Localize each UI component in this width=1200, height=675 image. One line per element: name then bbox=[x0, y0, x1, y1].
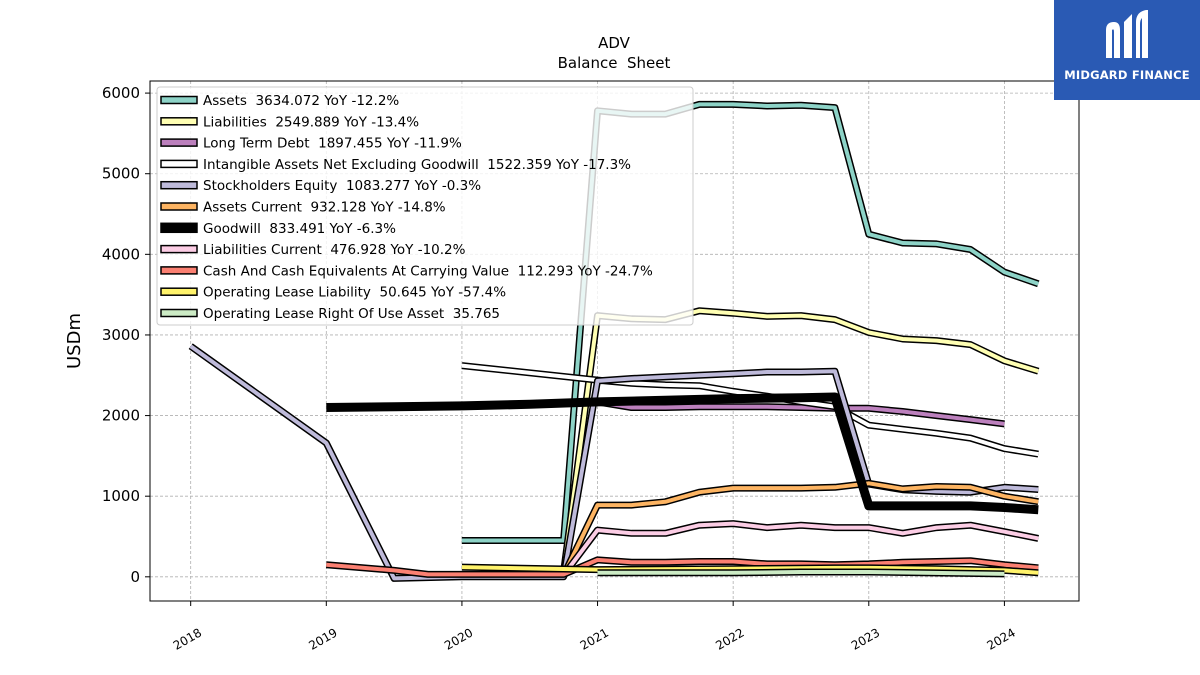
legend-swatch bbox=[160, 287, 198, 296]
y-axis-label: USDm bbox=[64, 313, 85, 369]
series-layer bbox=[188, 100, 1040, 582]
chart-title: ADV bbox=[598, 34, 631, 52]
legend: Assets 3634.072 YoY -12.2% Liabilities 25… bbox=[156, 86, 694, 326]
legend-entry: Operating Lease Liability 50.645 YoY -57… bbox=[203, 285, 506, 301]
legend-swatch bbox=[160, 244, 198, 254]
series-6 bbox=[326, 392, 1039, 515]
y-axis: 0 1000 2000 3000 4000 5000 6000 bbox=[102, 84, 150, 586]
legend-entry: Assets 3634.072 YoY -12.2% bbox=[203, 93, 399, 109]
x-axis: 2018 2019 2020 2021 2022 2023 2024 bbox=[171, 601, 1018, 653]
legend-swatch bbox=[160, 138, 198, 147]
legend-swatch bbox=[160, 95, 198, 105]
series-line bbox=[326, 557, 1039, 577]
legend-entry: Stockholders Equity 1083.277 YoY -0.3% bbox=[203, 178, 481, 194]
legend-entry: Long Term Debt 1897.455 YoY -11.9% bbox=[203, 136, 462, 152]
x-tick-label: 2018 bbox=[171, 625, 204, 652]
legend-entry: Liabilities Current 476.928 YoY -10.2% bbox=[203, 242, 466, 258]
series-5 bbox=[560, 479, 1039, 577]
legend-swatch bbox=[160, 159, 198, 169]
x-tick-label: 2019 bbox=[306, 625, 339, 652]
legend-entry: Cash And Cash Equivalents At Carrying Va… bbox=[203, 263, 653, 279]
series-line bbox=[562, 521, 1039, 577]
legend-swatch bbox=[160, 202, 198, 211]
legend-swatch bbox=[160, 222, 198, 234]
chart-subtitle: Balance Sheet bbox=[558, 54, 671, 72]
brand-name: MIDGARD FINANCE bbox=[1064, 68, 1190, 82]
series-7 bbox=[560, 520, 1039, 578]
x-tick-label: 2021 bbox=[578, 625, 611, 652]
series-line bbox=[561, 481, 1039, 577]
legend-entry: Liabilities 2549.889 YoY -13.4% bbox=[203, 114, 419, 130]
series-line bbox=[597, 570, 1005, 576]
series-2 bbox=[596, 398, 1005, 428]
legend-swatch bbox=[160, 117, 198, 126]
legend-swatch bbox=[160, 266, 198, 275]
x-tick-label: 2020 bbox=[442, 625, 475, 652]
y-tick-label: 4000 bbox=[102, 245, 140, 263]
y-tick-label: 0 bbox=[130, 568, 140, 586]
y-tick-label: 2000 bbox=[102, 407, 140, 425]
x-tick-label: 2022 bbox=[713, 625, 746, 652]
legend-entry: Operating Lease Right Of Use Asset 35.76… bbox=[203, 306, 500, 322]
series-line bbox=[189, 344, 1039, 581]
brand-logo: MIDGARD FINANCE bbox=[1054, 0, 1200, 100]
y-tick-label: 1000 bbox=[102, 487, 140, 505]
legend-box bbox=[156, 86, 694, 326]
legend-entry: Intangible Assets Net Excluding Goodwill… bbox=[203, 157, 631, 173]
y-tick-label: 3000 bbox=[102, 326, 140, 344]
midgard-m-logo-icon bbox=[1106, 10, 1148, 58]
series-4 bbox=[188, 343, 1039, 582]
y-tick-label: 6000 bbox=[102, 84, 140, 102]
legend-entry: Goodwill 833.491 YoY -6.3% bbox=[203, 221, 396, 237]
legend-entry: Assets Current 932.128 YoY -14.8% bbox=[203, 200, 446, 216]
x-tick-label: 2024 bbox=[984, 625, 1017, 652]
plot-frame bbox=[149, 80, 1080, 602]
legend-swatch bbox=[160, 308, 198, 318]
series-line bbox=[326, 392, 1039, 515]
legend-swatch bbox=[160, 180, 198, 190]
series-8 bbox=[326, 556, 1039, 578]
series-line bbox=[597, 399, 1005, 426]
series-10 bbox=[597, 568, 1005, 578]
y-tick-label: 5000 bbox=[102, 165, 140, 183]
x-tick-label: 2023 bbox=[849, 625, 882, 652]
